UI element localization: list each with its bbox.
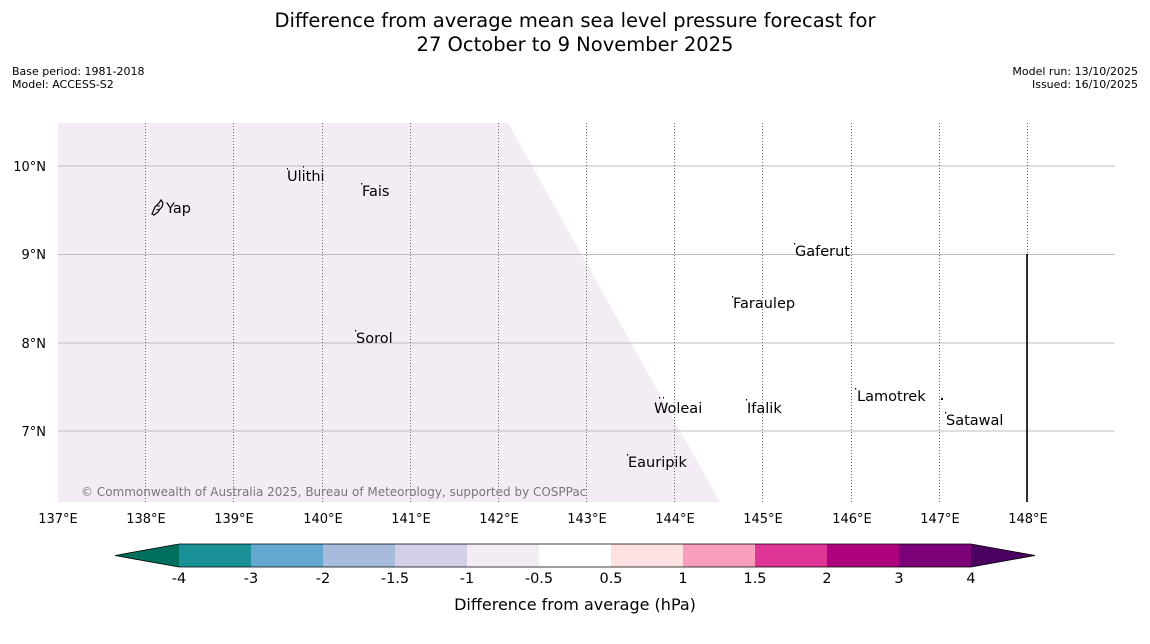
model-name: Model: ACCESS-S2: [12, 78, 114, 91]
colorbar-bin-9: [755, 544, 827, 567]
colorbar-bin-3: [323, 544, 395, 567]
lat-tick-7n: 7°N: [22, 425, 47, 440]
colorbar-tick-12: 4: [966, 571, 975, 587]
lon-tick-142e: 142°E: [479, 512, 519, 527]
colorbar-tick-2: -3: [244, 571, 258, 587]
lon-tick-143e: 143°E: [567, 512, 607, 527]
yap-island-outline: [151, 198, 164, 216]
island-dot-ifalik: [746, 399, 748, 401]
colorbar-bin-11: [899, 544, 971, 567]
lat-tick-labels: 10°N 9°N 8°N 7°N: [13, 160, 46, 440]
lon-tick-141e: 141°E: [391, 512, 431, 527]
place-satawal: Satawal: [946, 413, 1003, 429]
colorbar-bin-10: [827, 544, 899, 567]
meta-right: Model run: 13/10/2025 Issued: 16/10/2025: [1012, 65, 1138, 91]
colorbar-tick-9: 1.5: [743, 571, 766, 587]
colorbar-tick-8: 1: [678, 571, 687, 587]
place-fais: Fais: [362, 184, 389, 200]
colorbar-tick-4: -1.5: [381, 571, 409, 587]
colorbar-bin-1: [179, 544, 251, 567]
pressure-anomaly-region: [58, 123, 720, 502]
colorbar-bin-6: [539, 544, 611, 567]
island-dot-gaferut: [794, 243, 796, 245]
colorbar-bin-2: [251, 544, 323, 567]
colorbar-bin-4: [395, 544, 467, 567]
island-dot-fais: [361, 183, 363, 185]
lon-tick-137e: 137°E: [38, 512, 78, 527]
place-gaferut: Gaferut: [795, 244, 850, 260]
colorbar-label: Difference from average (hPa): [454, 595, 696, 614]
model-run: Model run: 13/10/2025: [1012, 65, 1138, 78]
island-dot-ulithi-2: [287, 168, 288, 170]
lon-tick-147e: 147°E: [920, 512, 960, 527]
chart-title: Difference from average mean sea level p…: [0, 9, 1150, 57]
colorbar-tick-3: -2: [316, 571, 330, 587]
place-eauripik: Eauripik: [628, 455, 687, 471]
place-lamotrek: Lamotrek: [857, 389, 926, 405]
place-yap: Yap: [165, 201, 191, 217]
title-line-1: Difference from average mean sea level p…: [274, 9, 876, 32]
copyright-notice: © Commonwealth of Australia 2025, Bureau…: [81, 485, 586, 499]
lat-tick-9n: 9°N: [22, 248, 47, 263]
lat-gridlines: [58, 165, 1115, 432]
lon-tick-148e: 148°E: [1008, 512, 1048, 527]
colorbar-bin-7: [611, 544, 683, 567]
island-dot-faraulep: [732, 296, 734, 298]
island-dot-sorol: [355, 330, 357, 332]
colorbar: -4 -3 -2 -1.5 -1 -0.5 0.5 1 1.5 2 3 4 Di…: [114, 543, 1036, 614]
base-period: Base period: 1981-2018: [12, 65, 145, 78]
island-dot-eauripik: [627, 454, 629, 456]
lon-tick-140e: 140°E: [303, 512, 343, 527]
lon-tick-146e: 146°E: [832, 512, 872, 527]
island-dot-ulithi: [303, 166, 304, 168]
title-line-2: 27 October to 9 November 2025: [416, 33, 734, 56]
colorbar-tick-5: -1: [460, 571, 474, 587]
island-markers: [287, 166, 947, 456]
place-ulithi: Ulithi: [287, 169, 325, 185]
island-dot-woleai-1: [659, 397, 660, 399]
lon-tick-145e: 145°E: [743, 512, 783, 527]
lon-tick-138e: 138°E: [126, 512, 166, 527]
lat-tick-10n: 10°N: [13, 160, 46, 175]
map-panel: Yap Ulithi Fais Gaferut Faraulep Sorol W…: [58, 123, 1115, 502]
colorbar-tick-7: 0.5: [599, 571, 622, 587]
island-dot-pikelot: [941, 398, 943, 400]
lon-tick-144e: 144°E: [655, 512, 695, 527]
place-faraulep: Faraulep: [733, 296, 795, 312]
island-dot-lamotrek: [855, 388, 857, 390]
lat-tick-8n: 8°N: [22, 337, 47, 352]
place-sorol: Sorol: [356, 331, 393, 347]
island-dot-woleai-2: [663, 397, 664, 399]
place-woleai: Woleai: [654, 401, 702, 417]
lon-tick-labels: 137°E 138°E 139°E 140°E 141°E 142°E 143°…: [38, 512, 1048, 527]
colorbar-bin-5: [467, 544, 539, 567]
lon-tick-139e: 139°E: [214, 512, 254, 527]
island-dot-satawal: [945, 412, 947, 414]
colorbar-extend-high: [971, 544, 1035, 567]
colorbar-tick-11: 3: [894, 571, 903, 587]
colorbar-extend-low: [115, 544, 179, 567]
colorbar-tick-1: -4: [172, 571, 186, 587]
place-ifalik: Ifalik: [747, 401, 782, 417]
colorbar-bin-8: [683, 544, 755, 567]
colorbar-tick-10: 2: [822, 571, 831, 587]
colorbar-outline: [114, 543, 1036, 568]
colorbar-tick-6: -0.5: [525, 571, 553, 587]
yap-island-detail: [155, 205, 160, 211]
meta-left: Base period: 1981-2018 Model: ACCESS-S2: [12, 65, 144, 91]
issued-date: Issued: 16/10/2025: [1031, 78, 1138, 91]
